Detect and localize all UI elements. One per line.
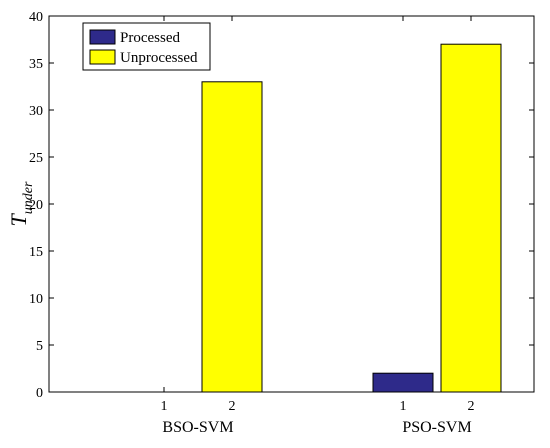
y-tick-label: 10	[29, 292, 43, 307]
legend-label-unprocessed: Unprocessed	[120, 50, 198, 66]
legend-swatch-unprocessed	[89, 49, 116, 65]
group-label-pso-svm: PSO-SVM	[402, 419, 471, 436]
legend-label-processed: Processed	[120, 30, 180, 46]
group-label-bso-svm: BSO-SVM	[162, 419, 233, 436]
y-tick-label: 25	[29, 151, 43, 166]
x-tick-label: 1	[400, 399, 407, 414]
y-axis-label-subscript: under	[21, 181, 36, 214]
x-tick-label: 2	[229, 399, 236, 414]
bar-processed-pso-svm	[372, 372, 434, 393]
y-tick-label: 40	[29, 10, 43, 25]
y-tick-label: 5	[36, 339, 43, 354]
bar-unprocessed-pso-svm	[440, 43, 502, 393]
bar-unprocessed-bso-svm	[201, 81, 263, 393]
x-tick-label: 1	[161, 399, 168, 414]
y-tick-label: 20	[29, 198, 43, 213]
y-tick-label: 35	[29, 57, 43, 72]
x-tick-label: 2	[468, 399, 475, 414]
y-tick-label: 30	[29, 104, 43, 119]
y-axis-label: Tunder	[6, 181, 36, 226]
y-tick-label: 15	[29, 245, 43, 260]
y-axis-label-main: T	[6, 212, 31, 226]
y-tick-label: 0	[36, 386, 43, 401]
legend-swatch-processed	[89, 29, 116, 45]
